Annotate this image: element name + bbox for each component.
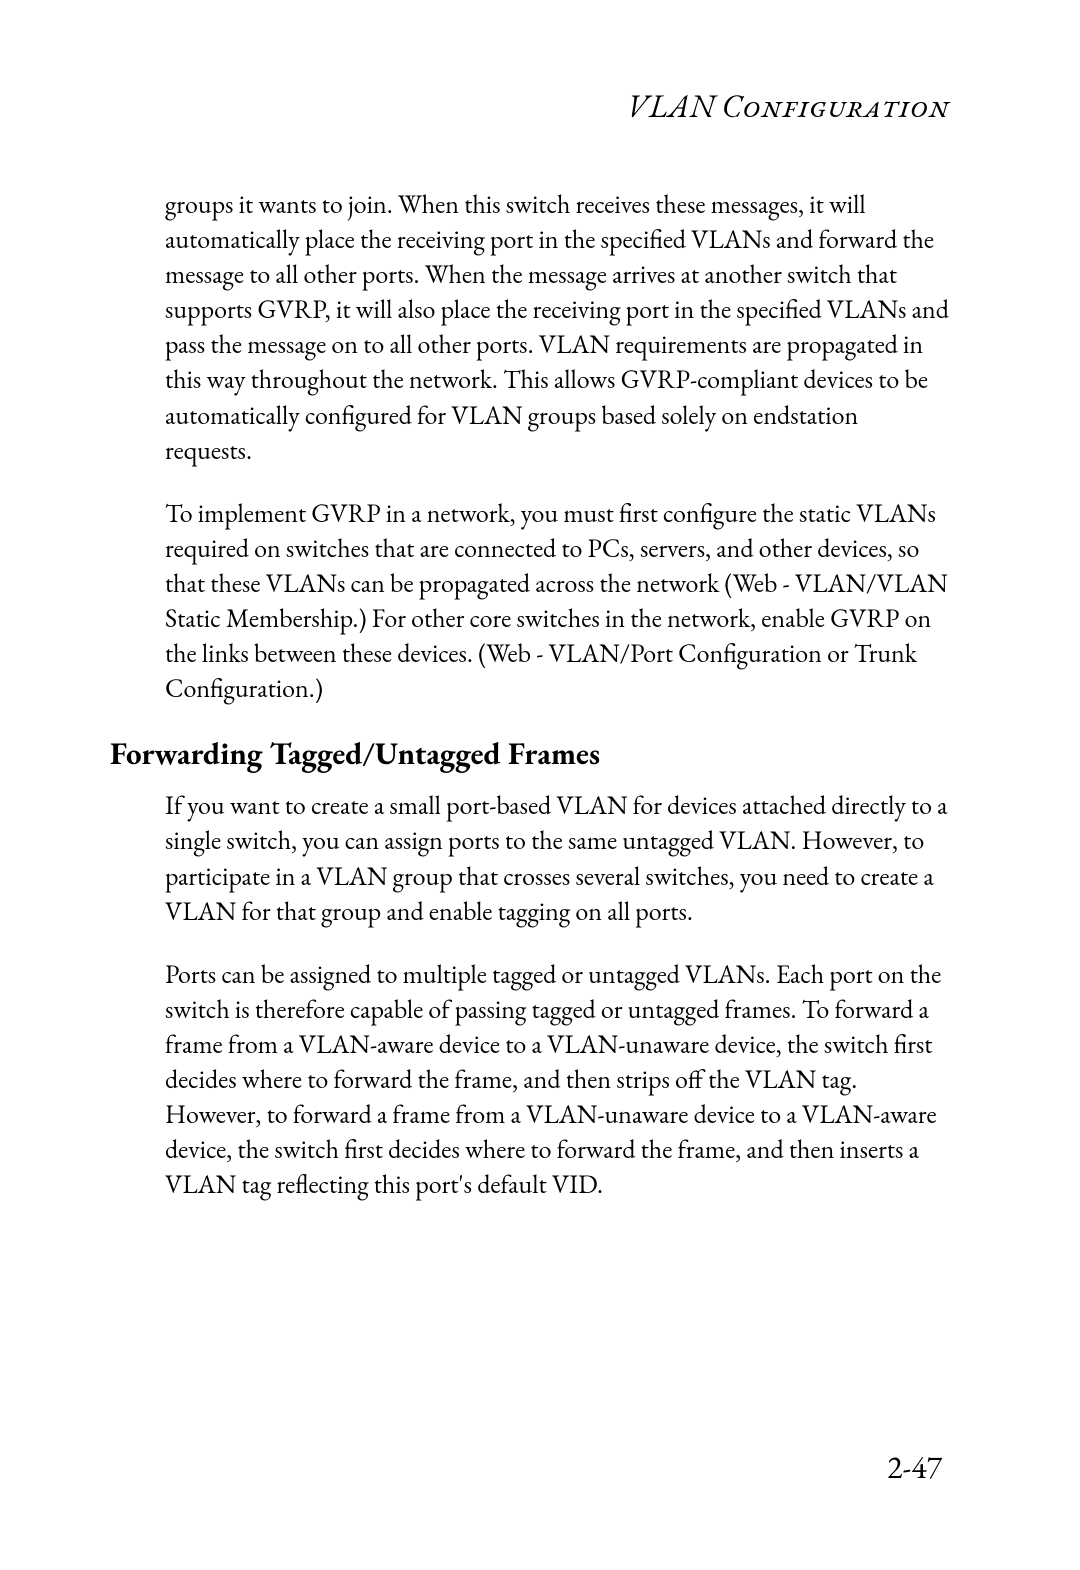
section-heading: Forwarding Tagged/Untagged Frames	[110, 734, 950, 774]
document-page: VLAN Configuration groups it wants to jo…	[0, 0, 1080, 1570]
paragraph-2: To implement GVRP in a network, you must…	[165, 496, 950, 707]
running-header: VLAN Configuration	[110, 85, 950, 127]
header-text: VLAN Configuration	[626, 85, 950, 127]
page-number: 2-47	[887, 1446, 942, 1488]
paragraph-3: If you want to create a small port-based…	[165, 788, 950, 928]
paragraph-4: Ports can be assigned to multiple tagged…	[165, 957, 950, 1203]
body-text: groups it wants to join. When this switc…	[165, 187, 950, 706]
paragraph-1: groups it wants to join. When this switc…	[165, 187, 950, 468]
body-text-2: If you want to create a small port-based…	[165, 788, 950, 1202]
